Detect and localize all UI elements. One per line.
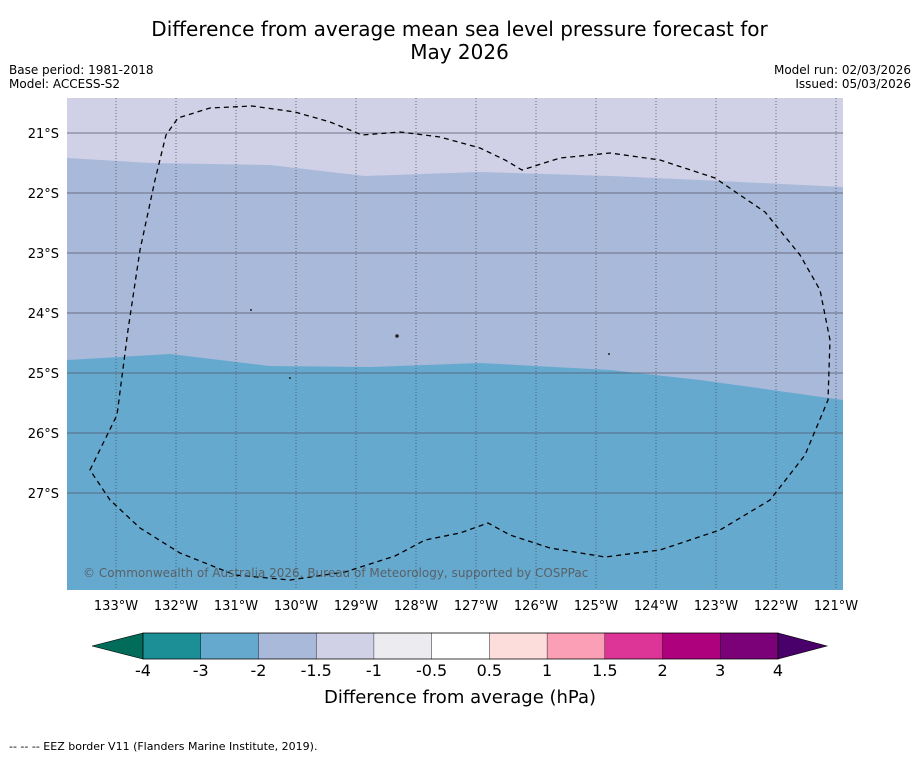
colorbar-segment bbox=[546, 632, 606, 660]
meta-left: Base period: 1981-2018 Model: ACCESS-S2 bbox=[9, 63, 154, 91]
colorbar-segment bbox=[662, 632, 721, 660]
colorbar-outline bbox=[142, 632, 779, 660]
title-line-2: May 2026 bbox=[410, 40, 509, 64]
colorbar-segment bbox=[315, 632, 375, 660]
lat-label: 25°S bbox=[28, 367, 59, 382]
colorbar-tick-label: 0.5 bbox=[477, 661, 502, 680]
colorbar-tick-label: -4 bbox=[135, 661, 151, 680]
colorbar-tick-label: 1 bbox=[542, 661, 552, 680]
colorbar-tick-label: 1.5 bbox=[592, 661, 617, 680]
colorbar-tick-label: -1.5 bbox=[301, 661, 332, 680]
lon-label: 129°W bbox=[334, 599, 378, 614]
colorbar-tick-label: -1 bbox=[366, 661, 382, 680]
model-name: Model: ACCESS-S2 bbox=[9, 77, 121, 91]
colorbar-tick-label: 2 bbox=[657, 661, 667, 680]
lat-label: 24°S bbox=[28, 307, 59, 322]
island bbox=[395, 334, 399, 338]
lat-label: 26°S bbox=[28, 427, 59, 442]
meta-right: Model run: 02/03/2026 Issued: 05/03/2026 bbox=[774, 63, 911, 91]
lon-label: 121°W bbox=[814, 599, 858, 614]
model-run: Model run: 02/03/2026 bbox=[773, 63, 911, 77]
colorbar-segment bbox=[200, 632, 259, 660]
lon-label: 122°W bbox=[754, 599, 798, 614]
zone-minus3-to-minus2 bbox=[67, 354, 843, 590]
map-area: © Commonwealth of Australia 2026, Bureau… bbox=[67, 98, 843, 590]
colorbar-tick-label: -0.5 bbox=[416, 661, 447, 680]
colorbar-segment bbox=[373, 632, 433, 660]
colorbar-tick-label: 3 bbox=[715, 661, 725, 680]
island bbox=[250, 309, 252, 311]
lon-label: 131°W bbox=[214, 599, 258, 614]
colorbar-segment bbox=[142, 632, 202, 660]
title-line-1: Difference from average mean sea level p… bbox=[151, 17, 768, 41]
island bbox=[608, 353, 610, 355]
lat-label: 21°S bbox=[28, 127, 59, 142]
base-period: Base period: 1981-2018 bbox=[9, 63, 154, 77]
lat-label: 27°S bbox=[28, 487, 59, 502]
lon-label: 126°W bbox=[514, 599, 558, 614]
colorbar-segment bbox=[489, 632, 548, 660]
colorbar-under-arrow bbox=[91, 632, 144, 660]
longitude-labels: 133°W 132°W 131°W 130°W 129°W 128°W 127°W 126°W… bbox=[94, 599, 858, 614]
lon-label: 130°W bbox=[274, 599, 318, 614]
lon-label: 123°W bbox=[694, 599, 738, 614]
lon-label: 124°W bbox=[634, 599, 678, 614]
colorbar-segment bbox=[604, 632, 664, 660]
lon-label: 125°W bbox=[574, 599, 618, 614]
island bbox=[289, 377, 291, 379]
colorbar-title: Difference from average (hPa) bbox=[324, 687, 596, 708]
eez-border bbox=[89, 105, 831, 581]
lon-label: 127°W bbox=[454, 599, 498, 614]
graticule bbox=[67, 98, 843, 590]
lat-label: 23°S bbox=[28, 247, 59, 262]
islands bbox=[250, 309, 610, 379]
colorbar: -4 -3 -2 -1.5 -1 -0.5 0.5 1 1.5 2 3 4 Difference fr… bbox=[91, 632, 829, 708]
colorbar-over-arrow bbox=[777, 632, 829, 660]
lon-label: 133°W bbox=[94, 599, 138, 614]
lon-label: 132°W bbox=[154, 599, 198, 614]
colorbar-segment bbox=[431, 632, 490, 660]
lon-label: 128°W bbox=[394, 599, 438, 614]
latitude-labels: 21°S 22°S 23°S 24°S 25°S 26°S 27°S bbox=[28, 127, 59, 502]
colorbar-segment bbox=[258, 632, 317, 660]
colorbar-tick-label: -3 bbox=[193, 661, 209, 680]
colorbar-tick-label: 4 bbox=[773, 661, 783, 680]
issued-date: Issued: 05/03/2026 bbox=[795, 77, 911, 91]
colorbar-tick-label: -2 bbox=[250, 661, 266, 680]
lat-label: 22°S bbox=[28, 187, 59, 202]
colorbar-segment bbox=[720, 632, 779, 660]
copyright-text: © Commonwealth of Australia 2026, Bureau… bbox=[83, 566, 588, 580]
footer-note: -- -- -- EEZ border V11 (Flanders Marine… bbox=[9, 740, 318, 753]
chart-title: Difference from average mean sea level p… bbox=[0, 18, 919, 64]
